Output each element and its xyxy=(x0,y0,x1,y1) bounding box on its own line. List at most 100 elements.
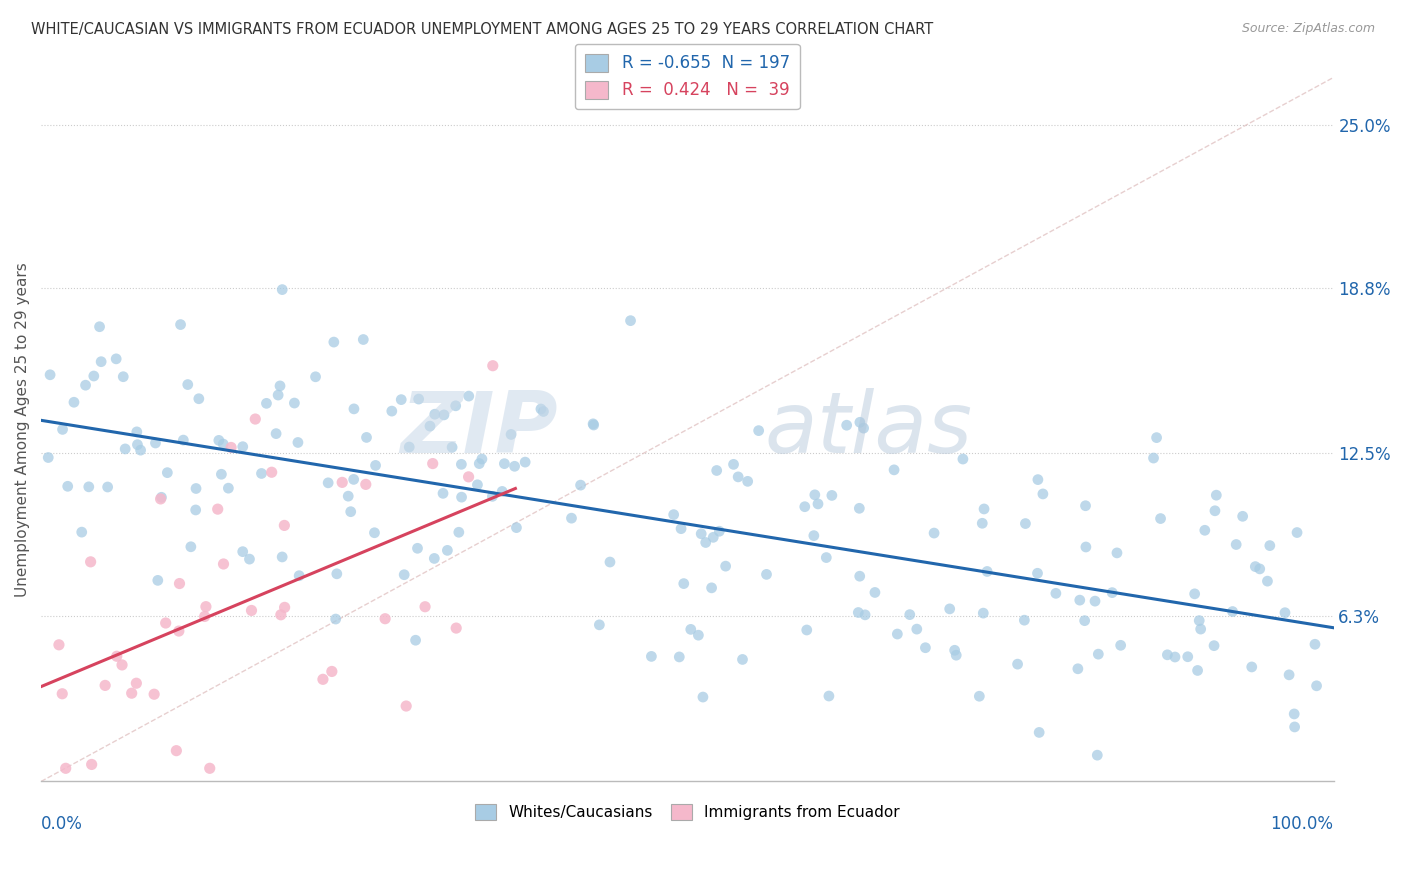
Point xyxy=(1156,648,1178,662)
Point xyxy=(1069,593,1091,607)
Point xyxy=(184,503,207,517)
Point xyxy=(184,482,207,496)
Point xyxy=(219,441,242,455)
Point xyxy=(619,313,641,327)
Point xyxy=(1085,748,1108,763)
Point xyxy=(922,526,945,541)
Point xyxy=(207,502,229,516)
Point xyxy=(304,369,326,384)
Point xyxy=(848,501,870,516)
Point xyxy=(165,744,187,758)
Point xyxy=(356,430,378,444)
Point xyxy=(1142,451,1164,466)
Point xyxy=(1149,511,1171,525)
Point xyxy=(672,576,695,591)
Point xyxy=(846,606,869,620)
Point xyxy=(467,477,489,491)
Point xyxy=(1032,487,1054,501)
Point xyxy=(408,392,430,406)
Point xyxy=(283,396,305,410)
Point xyxy=(337,489,360,503)
Point xyxy=(1177,649,1199,664)
Point xyxy=(155,615,177,630)
Point xyxy=(51,422,73,436)
Point xyxy=(714,559,737,574)
Point xyxy=(679,623,702,637)
Point xyxy=(1204,504,1226,518)
Point xyxy=(212,437,235,451)
Point xyxy=(105,649,128,664)
Point xyxy=(114,442,136,456)
Point xyxy=(94,678,117,692)
Point xyxy=(700,581,723,595)
Point xyxy=(187,392,209,406)
Point xyxy=(560,511,582,525)
Point xyxy=(582,417,605,431)
Point xyxy=(835,418,858,433)
Point xyxy=(63,395,86,409)
Point xyxy=(273,518,295,533)
Point xyxy=(177,377,200,392)
Point xyxy=(316,475,339,490)
Point xyxy=(481,489,503,503)
Point xyxy=(491,484,513,499)
Point xyxy=(125,425,148,439)
Point xyxy=(374,612,396,626)
Point xyxy=(755,567,778,582)
Point xyxy=(669,522,692,536)
Point xyxy=(250,467,273,481)
Point xyxy=(111,657,134,672)
Point xyxy=(1045,586,1067,600)
Text: Source: ZipAtlas.com: Source: ZipAtlas.com xyxy=(1241,22,1375,36)
Point xyxy=(662,508,685,522)
Point xyxy=(972,516,994,531)
Point xyxy=(973,502,995,516)
Point xyxy=(343,401,366,416)
Point xyxy=(688,628,710,642)
Y-axis label: Unemployment Among Ages 25 to 29 years: Unemployment Among Ages 25 to 29 years xyxy=(15,262,30,597)
Point xyxy=(167,624,190,638)
Point xyxy=(423,407,446,421)
Point xyxy=(381,404,404,418)
Point xyxy=(690,526,713,541)
Point xyxy=(423,551,446,566)
Point xyxy=(238,552,260,566)
Point xyxy=(271,549,294,564)
Point xyxy=(1184,587,1206,601)
Point xyxy=(447,525,470,540)
Point xyxy=(1286,525,1309,540)
Point xyxy=(1305,679,1327,693)
Point xyxy=(264,426,287,441)
Point xyxy=(145,436,167,450)
Point xyxy=(1087,647,1109,661)
Point xyxy=(898,607,921,622)
Point xyxy=(1284,720,1306,734)
Point xyxy=(588,617,610,632)
Point xyxy=(169,576,191,591)
Point xyxy=(270,607,292,622)
Point xyxy=(848,569,870,583)
Point xyxy=(77,480,100,494)
Point xyxy=(853,607,876,622)
Point xyxy=(212,557,235,571)
Point xyxy=(821,488,844,502)
Point xyxy=(271,283,294,297)
Point xyxy=(972,606,994,620)
Point xyxy=(692,690,714,704)
Point xyxy=(1074,540,1097,554)
Point xyxy=(51,687,73,701)
Point xyxy=(481,359,503,373)
Point xyxy=(37,450,59,465)
Point xyxy=(945,648,967,663)
Point xyxy=(1187,664,1209,678)
Point xyxy=(468,457,491,471)
Point xyxy=(269,379,291,393)
Point xyxy=(75,378,97,392)
Point xyxy=(322,335,344,350)
Point xyxy=(444,399,467,413)
Point xyxy=(146,574,169,588)
Point xyxy=(112,369,135,384)
Point xyxy=(709,524,731,539)
Point xyxy=(727,470,749,484)
Point xyxy=(172,433,194,447)
